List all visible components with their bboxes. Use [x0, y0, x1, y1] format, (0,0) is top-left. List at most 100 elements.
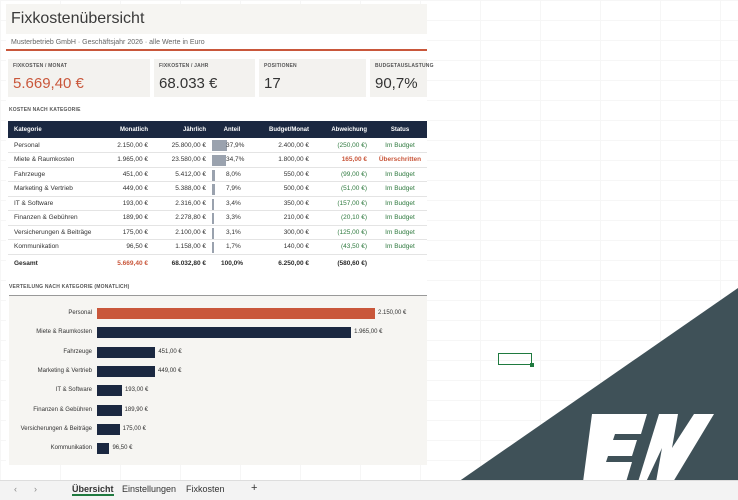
cell-kategorie[interactable]: Versicherungen & Beiträge — [8, 225, 96, 240]
cell-jaehrlich[interactable]: 2.316,00 € — [154, 196, 212, 211]
total-label[interactable]: Gesamt — [8, 253, 96, 272]
col-header-jaehrlich[interactable]: Jährlich — [154, 121, 212, 138]
col-header-kategorie[interactable]: Kategorie — [8, 121, 96, 138]
cell-jaehrlich[interactable]: 25.800,00 € — [154, 138, 212, 153]
cell-kategorie[interactable]: IT & Software — [8, 196, 96, 211]
cell-anteil[interactable]: 7,9% — [212, 181, 252, 197]
cell-monatlich[interactable]: 175,00 € — [96, 225, 154, 240]
tab-next-arrow[interactable]: › — [34, 484, 37, 494]
chart-bar[interactable] — [97, 308, 375, 319]
selected-cell[interactable] — [498, 353, 534, 367]
tab-einstellungen[interactable]: Einstellungen — [122, 484, 177, 494]
cell-status[interactable]: Im Budget — [373, 138, 427, 153]
cell-budget[interactable]: 550,00 € — [252, 167, 315, 182]
cell-kategorie[interactable]: Miete & Raumkosten — [8, 152, 96, 168]
cell-budget[interactable]: 210,00 € — [252, 210, 315, 226]
chart-category-label: Personal — [68, 310, 92, 316]
cell-abweichung[interactable]: (20,10 €) — [315, 210, 373, 226]
cell-monatlich[interactable]: 451,00 € — [96, 167, 154, 182]
chart-category-label: Miete & Raumkosten — [36, 329, 92, 336]
share-databar — [212, 169, 216, 181]
chart-bar[interactable] — [97, 365, 156, 377]
cell-kategorie[interactable]: Marketing & Vertrieb — [8, 181, 96, 197]
cell-anteil[interactable]: 3,3% — [212, 210, 252, 226]
cell-anteil[interactable]: 3,1% — [212, 225, 252, 240]
cell-status[interactable]: Im Budget — [373, 196, 427, 211]
cell-abweichung[interactable]: 165,00 € — [315, 152, 373, 168]
col-header-anteil[interactable]: Anteil — [212, 121, 252, 138]
total-jaehrlich[interactable]: 68.032,80 € — [154, 253, 212, 272]
add-sheet-button[interactable]: + — [251, 482, 258, 494]
cell-monatlich[interactable]: 449,00 € — [96, 181, 154, 197]
table-row: Versicherungen & Beiträge 175,00 €2.100,0… — [8, 225, 427, 240]
cell-abweichung[interactable]: (250,00 €) — [315, 138, 373, 153]
cell-monatlich[interactable]: 1.965,00 € — [96, 152, 154, 168]
cell-anteil[interactable]: 37,9% — [212, 138, 252, 153]
cell-kategorie[interactable]: Finanzen & Gebühren — [8, 210, 96, 226]
cell-jaehrlich[interactable]: 23.580,00 € — [154, 152, 212, 168]
cell-jaehrlich[interactable]: 1.158,00 € — [154, 239, 212, 255]
chart-bar[interactable] — [97, 346, 156, 358]
cell-status[interactable]: Im Budget — [373, 181, 427, 197]
cell-budget[interactable]: 500,00 € — [252, 181, 315, 197]
cell-jaehrlich[interactable]: 2.100,00 € — [154, 225, 212, 240]
tab-fixkosten[interactable]: Fixkosten — [186, 484, 225, 494]
cell-budget[interactable]: 350,00 € — [252, 196, 315, 211]
cell-status[interactable]: Überschritten — [373, 152, 427, 168]
total-monatlich[interactable]: 5.669,40 € — [96, 253, 154, 272]
col-header-abweichung[interactable]: Abweichung — [315, 121, 373, 138]
cell-status[interactable]: Im Budget — [373, 210, 427, 226]
share-databar — [212, 213, 215, 224]
table-row: IT & Software 193,00 €2.316,00 € 3,4% 350,0… — [8, 196, 427, 211]
share-text: 3,3% — [226, 214, 241, 222]
total-abweichung[interactable]: (580,60 €) — [315, 253, 373, 272]
tab-prev-arrow[interactable]: ‹ — [14, 484, 17, 494]
col-header-status[interactable]: Status — [373, 121, 427, 138]
col-header-budget[interactable]: Budget/Monat — [252, 121, 315, 138]
cell-status[interactable]: Im Budget — [373, 239, 427, 255]
cell-abweichung[interactable]: (125,00 €) — [315, 225, 373, 240]
cell-budget[interactable]: 140,00 € — [252, 239, 315, 255]
cell-anteil[interactable]: 34,7% — [212, 152, 252, 168]
chart-bar[interactable] — [97, 404, 122, 416]
cell-budget[interactable]: 2.400,00 € — [252, 138, 315, 153]
total-budget[interactable]: 6.250,00 € — [252, 253, 315, 272]
cell-abweichung[interactable]: (99,00 €) — [315, 167, 373, 182]
cell-monatlich[interactable]: 189,90 € — [96, 210, 154, 226]
cell-kategorie[interactable]: Fahrzeuge — [8, 167, 96, 182]
chart-data-label: 175,00 € — [122, 425, 146, 432]
category-bar-chart[interactable]: Personal 2.150,00 € Miete & Raumkosten 1.96… — [9, 295, 427, 465]
cell-abweichung[interactable]: (43,50 €) — [315, 239, 373, 255]
logo-corner — [432, 288, 738, 500]
cell-budget[interactable]: 300,00 € — [252, 225, 315, 240]
tab-uebersicht[interactable]: Übersicht — [72, 484, 114, 496]
table-row: Personal 2.150,00 €25.800,00 € 37,9% 2.400,… — [8, 138, 427, 153]
cell-status[interactable]: Im Budget — [373, 167, 427, 182]
cell-monatlich[interactable]: 193,00 € — [96, 196, 154, 211]
cell-abweichung[interactable]: (157,00 €) — [315, 196, 373, 211]
chart-bar[interactable] — [97, 443, 110, 455]
cell-anteil[interactable]: 8,0% — [212, 167, 252, 182]
cell-abweichung[interactable]: (51,00 €) — [315, 181, 373, 197]
cell-kategorie[interactable]: Personal — [8, 138, 96, 153]
cell-kategorie[interactable]: Kommunikation — [8, 239, 96, 255]
chart-category-label: Versicherungen & Beiträge — [20, 425, 92, 432]
cell-budget[interactable]: 1.800,00 € — [252, 152, 315, 168]
cell-monatlich[interactable]: 2.150,00 € — [96, 138, 154, 153]
chart-data-label: 2.150,00 € — [378, 310, 407, 316]
table-header-row: Kategorie Monatlich Jährlich Anteil Budg… — [8, 121, 427, 138]
cell-anteil[interactable]: 1,7% — [212, 239, 252, 255]
cell-monatlich[interactable]: 96,50 € — [96, 239, 154, 255]
chart-bar[interactable] — [97, 423, 120, 435]
cell-anteil[interactable]: 3,4% — [212, 196, 252, 211]
col-header-monatlich[interactable]: Monatlich — [96, 121, 154, 138]
cell-jaehrlich[interactable]: 5.412,00 € — [154, 167, 212, 182]
sheet-tab-bar: ‹ › Übersicht Einstellungen Fixkosten + — [0, 480, 738, 500]
chart-bar[interactable] — [97, 327, 352, 339]
chart-bar[interactable] — [97, 385, 122, 397]
cell-status[interactable]: Im Budget — [373, 225, 427, 240]
cell-jaehrlich[interactable]: 2.278,80 € — [154, 210, 212, 226]
cell-jaehrlich[interactable]: 5.388,00 € — [154, 181, 212, 197]
total-anteil[interactable]: 100,0% — [212, 253, 252, 272]
total-status[interactable] — [373, 253, 427, 272]
